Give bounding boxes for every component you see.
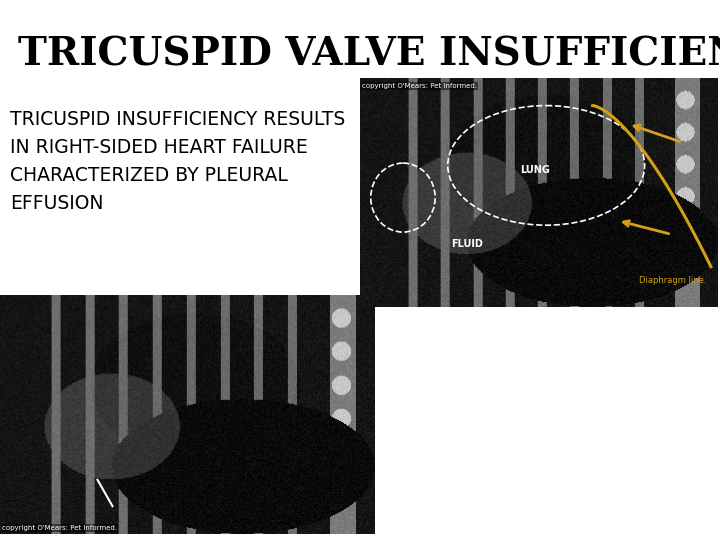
Text: TRICUSPID INSUFFICIENCY RESULTS
IN RIGHT-SIDED HEART FAILURE
CHARACTERIZED BY PL: TRICUSPID INSUFFICIENCY RESULTS IN RIGHT… [10, 110, 346, 213]
Text: copyright O'Mears: Pet Informed.: copyright O'Mears: Pet Informed. [362, 83, 477, 89]
Text: FLUID: FLUID [451, 239, 483, 248]
Text: copyright O'Mears: Pet Informed.: copyright O'Mears: Pet Informed. [2, 525, 117, 531]
Text: TRICUSPID VALVE INSUFFICIENCY: TRICUSPID VALVE INSUFFICIENCY [18, 35, 720, 73]
Text: LUNG: LUNG [521, 165, 550, 175]
Text: Diaphragm line.: Diaphragm line. [639, 276, 707, 285]
